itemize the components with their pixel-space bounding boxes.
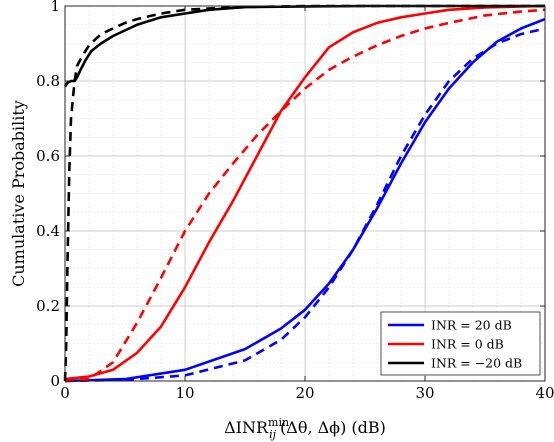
x-label-suffix: (Δθ, Δϕ) (dB): [280, 418, 386, 437]
x-tick-label: 30: [415, 384, 434, 402]
y-tick-label: 0.2: [36, 297, 60, 315]
y-tick-label: 0.8: [36, 72, 60, 90]
x-tick-label: 0: [60, 384, 70, 402]
series-line-inr-20-db-dashed-: [63, 4, 545, 382]
x-label-prefix: ΔINR: [224, 418, 269, 437]
y-axis-label: Cumulative Probability: [9, 100, 28, 287]
axis-ticks: [64, 5, 546, 382]
y-tick-label: 0: [50, 372, 60, 390]
x-tick-label: 40: [535, 384, 554, 402]
legend-entry-label: INR = 20 dB: [431, 318, 512, 333]
tick-labels: 0 10 20 30 40 0 0.2 0.4 0.6 0.8 1: [36, 0, 554, 402]
x-label-superscript: min: [268, 416, 289, 429]
y-tick-label: 1: [50, 0, 60, 15]
x-label-subscript: ij: [269, 428, 277, 441]
x-tick-label: 10: [175, 384, 194, 402]
y-tick-label: 0.6: [36, 147, 60, 165]
series-line-inr-0-db: [64, 4, 546, 381]
legend-entry-label: INR = −20 dB: [431, 356, 522, 371]
y-tick-label: 0.4: [36, 222, 60, 240]
series-line-inr-20-db-dashed-: [64, 27, 546, 383]
x-axis-label: ΔINRmin ij (Δθ, Δϕ) (dB): [224, 416, 386, 441]
series-layer: [63, 4, 546, 383]
legend-entry-label: INR = 0 dB: [431, 337, 504, 352]
series-line-inr-0-db-dashed-: [64, 8, 546, 383]
x-tick-label: 20: [295, 384, 314, 402]
legend: INR = 20 dB INR = 0 dB INR = −20 dB: [380, 311, 541, 376]
